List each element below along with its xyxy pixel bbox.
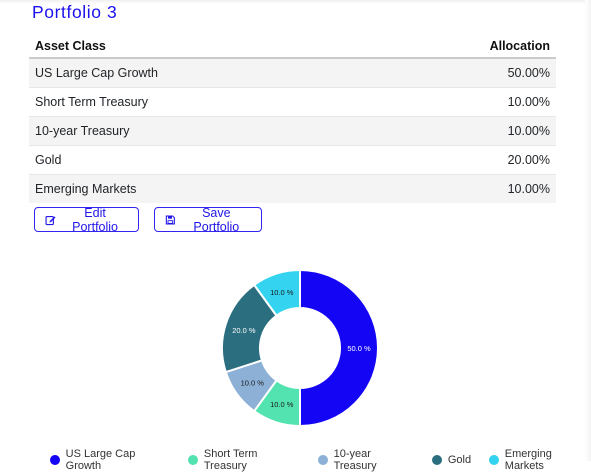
asset-cell: US Large Cap Growth bbox=[29, 57, 372, 88]
slice-label: 50.0 % bbox=[347, 344, 371, 353]
table-row: Emerging Markets 10.00% bbox=[29, 174, 556, 203]
legend-swatch bbox=[431, 455, 442, 465]
legend-swatch bbox=[188, 455, 198, 465]
allocation-cell: 10.00% bbox=[371, 87, 556, 117]
edit-portfolio-label: Edit Portfolio bbox=[72, 205, 118, 234]
table-row: 10-year Treasury 10.00% bbox=[29, 116, 556, 146]
allocation-cell: 50.00% bbox=[371, 57, 556, 88]
slice-label: 10.0 % bbox=[270, 400, 294, 409]
table-row: Short Term Treasury 10.00% bbox=[29, 87, 556, 117]
legend-label: Short Term Treasury bbox=[203, 448, 258, 472]
allocation-cell: 10.00% bbox=[371, 174, 556, 203]
donut-slice[interactable] bbox=[252, 268, 301, 318]
legend-item[interactable]: 10-year Treasury bbox=[317, 448, 414, 472]
edit-icon bbox=[45, 215, 56, 225]
asset-cell: Emerging Markets bbox=[29, 174, 372, 203]
chart-legend: US Large Cap Growth Short Term Treasury … bbox=[50, 448, 591, 472]
legend-label: US Large Cap Growth bbox=[65, 448, 136, 472]
allocation-cell: 20.00% bbox=[371, 145, 556, 175]
table-row: US Large Cap Growth 50.00% bbox=[29, 57, 556, 88]
slice-label: 20.0 % bbox=[232, 326, 256, 335]
slice-label: 10.0 % bbox=[241, 379, 265, 388]
allocation-header: Allocation bbox=[371, 35, 556, 59]
legend-item[interactable]: US Large Cap Growth bbox=[50, 448, 170, 472]
donut-slice[interactable] bbox=[299, 268, 379, 428]
edit-portfolio-button[interactable]: Edit Portfolio bbox=[34, 205, 139, 234]
top-shadow bbox=[0, 0, 591, 4]
scroll-edge bbox=[585, 0, 591, 461]
portfolio-title: Portfolio 3 bbox=[32, 2, 118, 22]
legend-swatch bbox=[317, 455, 328, 465]
table-row: Gold 20.00% bbox=[29, 145, 556, 175]
save-portfolio-label: Save Portfolio bbox=[193, 205, 240, 234]
legend-swatch bbox=[489, 455, 499, 465]
save-icon bbox=[165, 214, 175, 225]
legend-label: Emerging Markets bbox=[504, 448, 552, 472]
asset-cell: 10-year Treasury bbox=[29, 116, 372, 146]
slice-label: 10.0 % bbox=[270, 288, 294, 297]
asset-cell: Gold bbox=[29, 145, 372, 175]
legend-item[interactable]: Gold bbox=[431, 448, 472, 472]
allocation-table: Asset Class Allocation US Large Cap Grow… bbox=[29, 35, 556, 203]
legend-label: 10-year Treasury bbox=[333, 448, 377, 472]
legend-label: Gold bbox=[447, 454, 472, 466]
legend-item[interactable]: Short Term Treasury bbox=[188, 448, 300, 472]
save-portfolio-button[interactable]: Save Portfolio bbox=[154, 205, 262, 234]
table-header-row: Asset Class Allocation bbox=[29, 35, 556, 59]
asset-class-header: Asset Class bbox=[29, 35, 372, 59]
allocation-cell: 10.00% bbox=[371, 116, 556, 146]
allocation-donut-chart: 50.0 % 10.0 % 10.0 % 20.0 % 10.0 % bbox=[221, 268, 379, 428]
asset-cell: Short Term Treasury bbox=[29, 87, 372, 117]
legend-item[interactable]: Emerging Markets bbox=[489, 448, 591, 472]
legend-swatch bbox=[50, 455, 60, 465]
